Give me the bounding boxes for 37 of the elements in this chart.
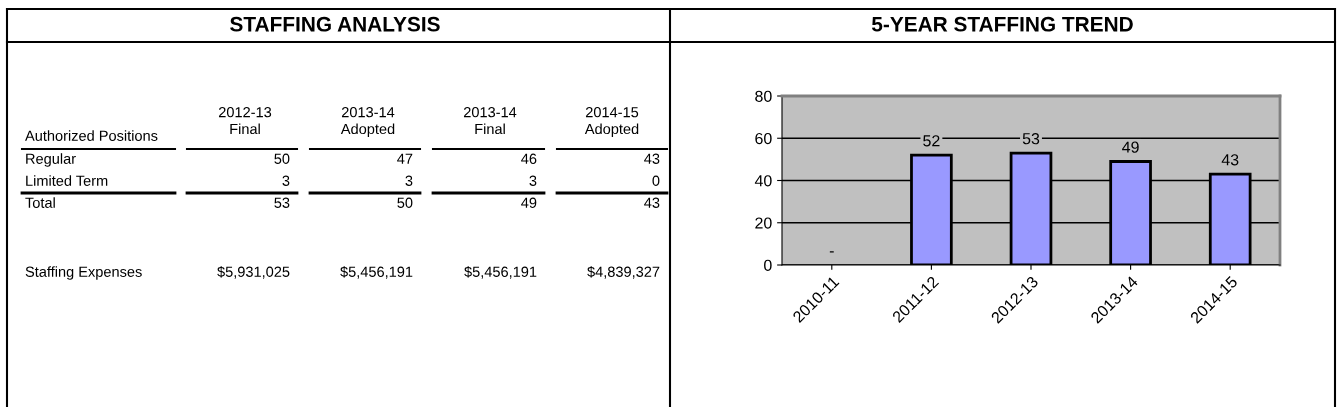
data-label: 53: [1022, 133, 1040, 145]
text: 0: [652, 175, 660, 186]
text: 2012-13 Final: [218, 107, 272, 135]
text: 50: [274, 153, 290, 164]
text: Regular: [26, 153, 76, 167]
text: 2014-15 Adopted: [584, 107, 639, 137]
data-label: -: [829, 251, 834, 253]
text: 43: [644, 197, 660, 208]
text: Authorized Positions: [25, 130, 158, 141]
text: STAFFING ANALYSIS: [230, 16, 440, 32]
y-tick-label: 60: [755, 132, 772, 145]
text: $4,839,327: [587, 265, 660, 279]
text: $5,456,191: [340, 265, 413, 279]
text: Total: [25, 197, 55, 208]
text: 2013-14 Final: [463, 107, 517, 135]
text: 50: [397, 197, 413, 208]
data-label: 43: [1221, 154, 1239, 166]
text: 3: [405, 175, 413, 186]
text: $5,931,025: [217, 265, 290, 279]
y-tick-label: 40: [754, 175, 772, 187]
text: Staffing Expenses: [25, 266, 142, 280]
y-tick-label: 80: [755, 90, 772, 102]
y-tick-label: 0: [764, 259, 772, 271]
text: 43: [644, 153, 660, 164]
text: 46: [521, 153, 537, 164]
chart-title: 5-YEAR STAFFING TREND: [871, 16, 1133, 32]
text: 2013-14 Adopted: [340, 107, 395, 137]
text: 53: [274, 197, 290, 208]
data-label: 49: [1122, 141, 1139, 153]
text: 49: [521, 197, 537, 208]
text: $5,456,191: [464, 265, 537, 279]
text: 47: [397, 153, 413, 164]
data-label: 52: [923, 135, 940, 147]
text: 3: [529, 175, 537, 186]
text: Limited Term: [26, 175, 108, 186]
y-tick-label: 20: [755, 217, 772, 229]
text: 3: [282, 175, 290, 186]
